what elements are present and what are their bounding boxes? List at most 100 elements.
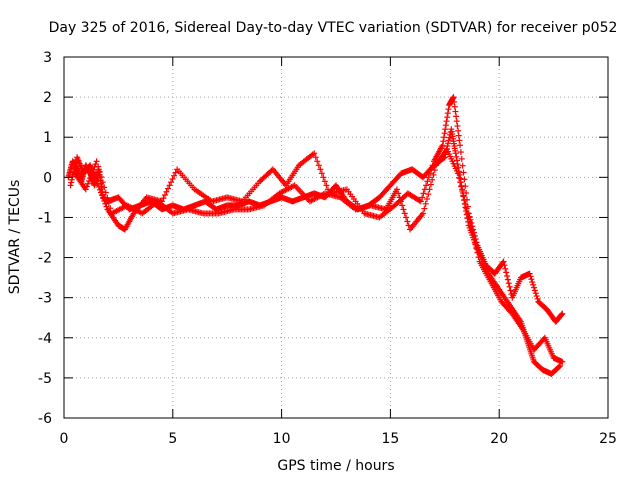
- data-point: [469, 227, 475, 234]
- data-point: [312, 154, 319, 161]
- data-point: [442, 122, 449, 129]
- data-point: [105, 200, 112, 207]
- data-point: [526, 270, 533, 277]
- data-point: [460, 192, 467, 199]
- data-point: [501, 262, 508, 269]
- data-point: [83, 183, 90, 190]
- data-point: [461, 176, 468, 183]
- data-point: [455, 164, 462, 171]
- data-point: [453, 157, 460, 164]
- data-point: [172, 169, 179, 176]
- data-point: [94, 181, 101, 188]
- data-point: [465, 214, 472, 221]
- data-point: [393, 186, 400, 193]
- data-point: [317, 166, 324, 173]
- data-point: [87, 175, 94, 182]
- data-point: [320, 174, 327, 181]
- data-point: [96, 168, 103, 175]
- data-point: [470, 232, 477, 239]
- data-point: [323, 182, 330, 189]
- y-tick-label: -3: [38, 291, 52, 307]
- data-point: [445, 137, 452, 144]
- data-point: [446, 134, 453, 141]
- y-axis-label: SDTVAR / TECUs: [7, 180, 23, 295]
- data-point: [445, 140, 452, 147]
- data-point: [427, 181, 434, 188]
- data-point: [68, 179, 75, 186]
- data-point: [161, 191, 168, 198]
- y-tick-label: 3: [43, 50, 52, 66]
- data-point: [99, 179, 106, 186]
- data-point: [445, 106, 452, 113]
- data-point: [399, 202, 406, 209]
- data-point: [527, 273, 534, 280]
- data-point: [311, 150, 318, 157]
- data-point: [102, 200, 109, 207]
- data-point: [96, 186, 103, 193]
- data-point: [404, 218, 411, 225]
- data-point: [431, 167, 438, 174]
- data-point: [467, 223, 474, 230]
- data-point: [104, 194, 111, 201]
- data-point: [425, 191, 432, 198]
- data-point: [455, 174, 462, 181]
- data-point: [528, 276, 535, 283]
- data-point: [440, 138, 447, 145]
- data-point: [461, 196, 468, 203]
- data-point: [457, 142, 464, 149]
- data-point: [419, 194, 426, 201]
- y-tick-label: -1: [38, 210, 52, 226]
- chart-title: Day 325 of 2016, Sidereal Day-to-day VTE…: [49, 20, 618, 36]
- data-point: [534, 295, 541, 302]
- data-point: [533, 293, 540, 300]
- data-point: [455, 127, 462, 134]
- data-point: [168, 179, 175, 186]
- data-point: [505, 280, 512, 287]
- data-point: [457, 179, 464, 186]
- data-point: [440, 134, 447, 141]
- data-point: [500, 258, 507, 265]
- data-point: [474, 249, 481, 256]
- data-point: [504, 273, 511, 280]
- data-point: [103, 203, 110, 210]
- data-point: [430, 171, 437, 178]
- data-point: [559, 358, 566, 365]
- data-point: [471, 236, 478, 243]
- data-point: [457, 149, 464, 156]
- grid-lines: [64, 57, 608, 418]
- data-point: [88, 172, 95, 179]
- data-point: [559, 310, 566, 317]
- y-axis: -6 -5 -4 -3 -2 -1 0 1 2 3: [38, 50, 608, 427]
- data-point: [93, 178, 100, 185]
- data-point: [455, 132, 462, 139]
- data-point: [421, 205, 428, 212]
- plot-frame: [63, 56, 609, 419]
- data-point: [422, 200, 429, 207]
- data-point: [503, 269, 510, 276]
- data-point: [453, 118, 460, 125]
- data-point: [396, 194, 403, 201]
- x-axis: 0 5 10 15 20 25: [60, 57, 617, 447]
- data-point: [166, 182, 173, 189]
- x-tick-label: 5: [168, 431, 177, 447]
- data-point: [429, 176, 436, 183]
- y-tick-label: -2: [38, 251, 52, 267]
- data-point: [453, 113, 460, 120]
- data-point: [466, 213, 473, 220]
- y-tick-label: 0: [43, 170, 52, 186]
- data-point: [462, 201, 469, 208]
- data-point: [107, 205, 114, 212]
- data-point: [531, 287, 538, 294]
- data-point: [84, 180, 91, 187]
- data-point: [165, 185, 172, 192]
- data-point: [89, 169, 96, 176]
- data-point: [443, 118, 450, 125]
- data-point: [452, 150, 459, 157]
- data-point: [451, 98, 458, 105]
- data-point: [529, 279, 536, 286]
- x-tick-label: 25: [599, 431, 617, 447]
- y-tick-label: -4: [38, 331, 52, 347]
- data-point: [420, 190, 427, 197]
- data-point: [95, 163, 102, 170]
- y-tick-label: -5: [38, 371, 52, 387]
